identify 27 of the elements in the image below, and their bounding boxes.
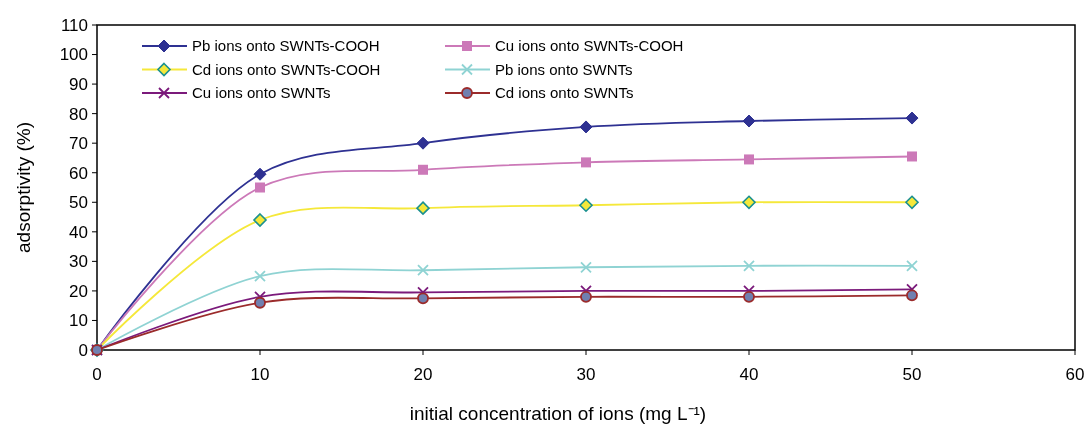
legend-label: Pb ions onto SWNTs [495,60,633,78]
y-tick-label: 10 [69,311,88,331]
y-tick-label: 30 [69,252,88,272]
y-axis-title: adsorptivity (%) [13,122,34,253]
y-tick-label: 0 [78,340,88,360]
y-tick-label: 20 [69,281,88,301]
legend-label: Pb ions onto SWNTs-COOH [192,37,380,55]
x-tick-label: 20 [413,365,433,384]
legend-label: Cu ions onto SWNTs [192,84,331,102]
y-tick-label: 110 [60,15,88,35]
y-tick-label: 70 [69,134,88,154]
y-tick-label: 60 [69,163,88,183]
legend-label: Cu ions onto SWNTs-COOH [495,37,684,55]
x-tick-label: 10 [250,365,270,384]
y-tick-label: 40 [69,222,88,242]
legend-label: Cd ions onto SWNTs [495,84,634,102]
legend-label: Cd ions onto SWNTs-COOH [192,60,381,78]
x-tick-label: 40 [739,365,759,384]
y-tick-label: 80 [69,104,88,124]
y-tick-label: 100 [59,45,88,65]
x-tick-label: 30 [576,365,596,384]
x-tick-label: 60 [1065,365,1085,384]
x-tick-label: 0 [92,365,102,384]
x-tick-label: 50 [902,365,922,384]
x-axis-title: initial concentration of ions (mg L⁻¹) [409,403,707,424]
y-tick-label: 90 [69,75,88,95]
y-tick-label: 50 [69,193,88,213]
